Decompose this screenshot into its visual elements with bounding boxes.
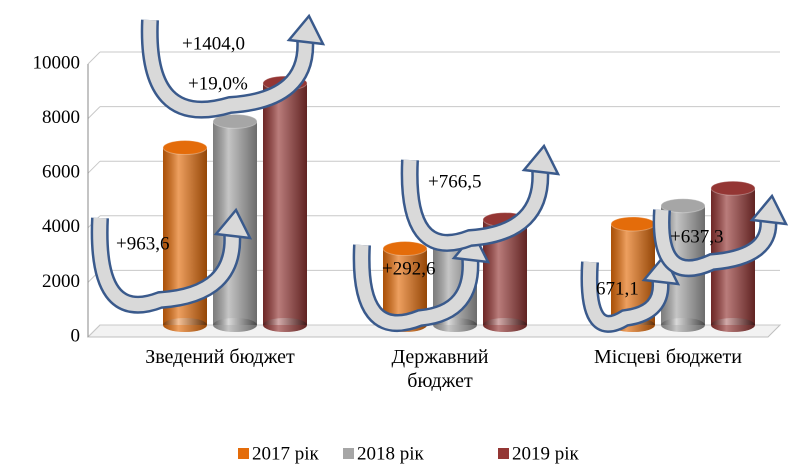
arrow-head xyxy=(521,143,561,176)
annotation: +637,3 xyxy=(670,226,723,247)
arrow-head xyxy=(286,13,326,46)
arrow-body xyxy=(93,217,239,312)
bar-base-shade xyxy=(213,318,257,332)
legend-swatch xyxy=(343,448,354,459)
bar-top xyxy=(212,113,258,129)
arrow-body xyxy=(143,19,312,117)
arrow-body xyxy=(655,209,775,275)
annotation: 671,1 xyxy=(596,278,639,299)
bar-base-shade xyxy=(263,318,307,332)
grid-line-side xyxy=(87,160,101,174)
x-tick-label: Державний бюджет xyxy=(391,346,489,392)
annotation: +1404,0 xyxy=(182,33,245,54)
grid-line-side xyxy=(87,51,101,65)
arrow-body xyxy=(355,244,477,330)
bar-base-shade xyxy=(661,318,705,332)
arrow-body xyxy=(403,159,547,250)
annotation: +963,6 xyxy=(116,233,169,254)
arrow-body xyxy=(582,261,668,331)
bar-base-shade xyxy=(163,318,207,332)
bar-top xyxy=(710,180,756,196)
bar-top xyxy=(610,216,656,232)
bar-top xyxy=(382,241,428,257)
x-tick-label: Зведений бюджет xyxy=(145,346,295,368)
y-tick-label: 0 xyxy=(71,325,81,346)
x-tick-label: Місцеві бюджети xyxy=(594,346,742,368)
y-tick-label: 2000 xyxy=(42,271,80,292)
arrow-head xyxy=(213,207,253,240)
legend-swatch xyxy=(238,448,249,459)
bar-top xyxy=(660,198,706,214)
arrow-head xyxy=(749,193,789,226)
y-tick-label: 10000 xyxy=(33,52,81,73)
y-tick-label: 6000 xyxy=(42,162,80,183)
legend-label: 2019 рік xyxy=(512,443,580,464)
annotation: +19,0% xyxy=(188,73,248,94)
bar-base-shade xyxy=(483,318,527,332)
grid-line-side xyxy=(87,106,101,119)
bar-base-shade xyxy=(711,318,755,332)
bar-shade xyxy=(263,83,307,325)
y-tick-label: 8000 xyxy=(42,107,80,128)
annotation: +766,5 xyxy=(428,171,481,192)
y-tick-label: 4000 xyxy=(42,216,80,237)
legend-swatch xyxy=(498,448,509,459)
legend-label: 2017 рік xyxy=(252,443,320,464)
annotation: +292,6 xyxy=(382,258,435,279)
grid-line-side xyxy=(87,324,101,338)
bar-top xyxy=(162,140,208,156)
legend-label: 2018 рік xyxy=(357,443,425,464)
